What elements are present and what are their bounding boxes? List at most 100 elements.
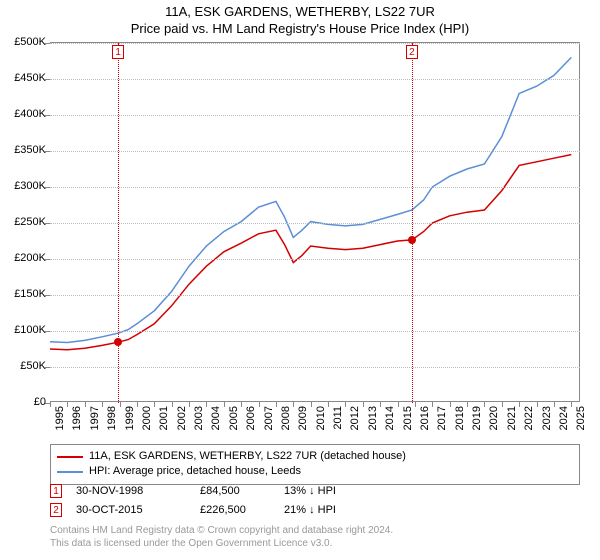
sale-vline xyxy=(412,43,413,403)
sale-delta: 13% ↓ HPI xyxy=(284,482,364,501)
xtick-label: 2024 xyxy=(558,406,570,430)
sale-point xyxy=(408,236,416,244)
xtick-label: 2008 xyxy=(280,406,292,430)
xtick-mark xyxy=(137,402,138,407)
ytick-label: £0 xyxy=(34,396,46,408)
xtick-label: 2006 xyxy=(245,406,257,430)
xtick-mark xyxy=(363,402,364,407)
xtick-mark xyxy=(467,402,468,407)
xtick-label: 2007 xyxy=(263,406,275,430)
xtick-mark xyxy=(224,402,225,407)
xtick-mark xyxy=(571,402,572,407)
xtick-mark xyxy=(172,402,173,407)
xtick-mark xyxy=(120,402,121,407)
xtick-label: 2016 xyxy=(419,406,431,430)
xtick-label: 2019 xyxy=(471,406,483,430)
xtick-mark xyxy=(154,402,155,407)
sale-date: 30-NOV-1998 xyxy=(76,482,186,501)
xtick-label: 1997 xyxy=(89,406,101,430)
ytick-label: £300K xyxy=(14,180,46,192)
xtick-label: 2025 xyxy=(575,406,587,430)
xtick-label: 2001 xyxy=(158,406,170,430)
xtick-label: 2003 xyxy=(193,406,205,430)
xtick-mark xyxy=(537,402,538,407)
legend-label: HPI: Average price, detached house, Leed… xyxy=(89,464,301,479)
legend: 11A, ESK GARDENS, WETHERBY, LS22 7UR (de… xyxy=(50,444,580,485)
sales-table: 130-NOV-1998£84,50013% ↓ HPI230-OCT-2015… xyxy=(50,482,580,519)
legend-item-hpi: HPI: Average price, detached house, Leed… xyxy=(57,464,573,479)
gridline xyxy=(50,223,580,224)
xtick-label: 2022 xyxy=(523,406,535,430)
xtick-mark xyxy=(519,402,520,407)
gridline xyxy=(50,151,580,152)
ytick-label: £250K xyxy=(14,216,46,228)
xtick-mark xyxy=(398,402,399,407)
xtick-mark xyxy=(293,402,294,407)
xtick-mark xyxy=(345,402,346,407)
xtick-mark xyxy=(450,402,451,407)
chart: 12 £0£50K£100K£150K£200K£250K£300K£350K£… xyxy=(50,42,580,402)
sale-marker-label: 1 xyxy=(112,45,124,59)
plot-area: 12 xyxy=(50,42,580,402)
xtick-mark xyxy=(328,402,329,407)
gridline xyxy=(50,79,580,80)
xtick-label: 2009 xyxy=(297,406,309,430)
gridline xyxy=(50,187,580,188)
legend-swatch xyxy=(57,471,83,473)
ytick-label: £100K xyxy=(14,324,46,336)
xtick-mark xyxy=(276,402,277,407)
xtick-label: 1999 xyxy=(124,406,136,430)
xtick-mark xyxy=(241,402,242,407)
sale-price: £226,500 xyxy=(200,501,270,520)
xtick-label: 2005 xyxy=(228,406,240,430)
xtick-label: 2018 xyxy=(454,406,466,430)
sale-marker-label: 2 xyxy=(406,45,418,59)
gridline xyxy=(50,259,580,260)
attribution: Contains HM Land Registry data © Crown c… xyxy=(50,524,580,550)
chart-title-sub: Price paid vs. HM Land Registry's House … xyxy=(0,21,600,38)
legend-label: 11A, ESK GARDENS, WETHERBY, LS22 7UR (de… xyxy=(89,449,406,464)
ytick-label: £150K xyxy=(14,288,46,300)
sale-row: 1 30-NOV-1998 £84,500 13% ↓ HPI xyxy=(50,482,580,501)
xtick-mark xyxy=(50,402,51,407)
xtick-label: 2000 xyxy=(141,406,153,430)
sale-delta: 21% ↓ HPI xyxy=(284,501,364,520)
ytick-label: £50K xyxy=(20,360,46,372)
xtick-label: 2002 xyxy=(176,406,188,430)
sale-number: 2 xyxy=(50,503,62,517)
xtick-label: 2015 xyxy=(402,406,414,430)
xtick-mark xyxy=(380,402,381,407)
ytick-label: £450K xyxy=(14,72,46,84)
gridline xyxy=(50,43,580,44)
xtick-mark xyxy=(85,402,86,407)
sale-number: 1 xyxy=(50,484,62,498)
xtick-mark xyxy=(311,402,312,407)
xtick-label: 2023 xyxy=(541,406,553,430)
xtick-label: 2004 xyxy=(210,406,222,430)
xtick-mark xyxy=(415,402,416,407)
xtick-mark xyxy=(206,402,207,407)
legend-item-property: 11A, ESK GARDENS, WETHERBY, LS22 7UR (de… xyxy=(57,449,573,464)
xtick-mark xyxy=(502,402,503,407)
gridline xyxy=(50,295,580,296)
attribution-line: Contains HM Land Registry data © Crown c… xyxy=(50,524,580,537)
xtick-mark xyxy=(102,402,103,407)
xtick-label: 2017 xyxy=(436,406,448,430)
xtick-mark xyxy=(432,402,433,407)
gridline xyxy=(50,367,580,368)
series-property xyxy=(50,155,571,350)
xtick-label: 1996 xyxy=(71,406,83,430)
gridline xyxy=(50,331,580,332)
xtick-label: 2011 xyxy=(332,406,344,430)
sale-point xyxy=(114,338,122,346)
xtick-label: 2014 xyxy=(384,406,396,430)
xtick-mark xyxy=(554,402,555,407)
xtick-label: 2013 xyxy=(367,406,379,430)
xtick-mark xyxy=(189,402,190,407)
xtick-label: 2010 xyxy=(315,406,327,430)
xtick-mark xyxy=(259,402,260,407)
xtick-label: 1998 xyxy=(106,406,118,430)
chart-title-main: 11A, ESK GARDENS, WETHERBY, LS22 7UR xyxy=(0,4,600,21)
sale-price: £84,500 xyxy=(200,482,270,501)
legend-swatch xyxy=(57,456,83,458)
